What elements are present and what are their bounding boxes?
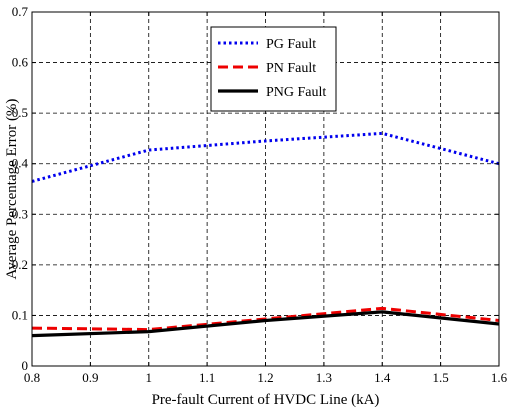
x-tick-label: 1.2 bbox=[257, 370, 273, 385]
legend-label: PN Fault bbox=[266, 61, 316, 76]
series-line-png-fault bbox=[31, 310, 500, 338]
y-tick-label: 0.6 bbox=[12, 55, 29, 70]
y-axis-label: Average Percentage Error (%) bbox=[4, 99, 20, 280]
series-line-pg-fault bbox=[31, 131, 500, 183]
legend-box bbox=[210, 26, 337, 112]
legend-label: PG Fault bbox=[266, 37, 316, 52]
x-tick-label: 0.8 bbox=[24, 370, 40, 385]
x-tick-label: 1.6 bbox=[491, 370, 508, 385]
axis-ticks: 0.8 0.9 1 1.1 1.2 1.3 1.4 1.5 1.6 0 0.1 0.2 0.3 0.4 0.… bbox=[12, 4, 508, 385]
x-tick-label: 0.9 bbox=[82, 370, 98, 385]
x-tick-label: 1.3 bbox=[316, 370, 332, 385]
y-tick-label: 0.4 bbox=[12, 156, 29, 171]
x-tick-label: 1.4 bbox=[374, 370, 391, 385]
y-tick-label: 0.1 bbox=[12, 307, 28, 322]
y-tick-label: 0.5 bbox=[12, 105, 28, 120]
x-tick-label: 1.1 bbox=[199, 370, 215, 385]
legend: PG Fault PN Fault PNG Fault bbox=[210, 26, 337, 112]
y-tick-label: 0 bbox=[22, 358, 29, 373]
y-tick-label: 0.7 bbox=[12, 4, 29, 19]
x-tick-label: 1 bbox=[146, 370, 153, 385]
series-layer bbox=[31, 131, 500, 338]
y-tick-label: 0.2 bbox=[12, 257, 28, 272]
y-tick-label: 0.3 bbox=[12, 206, 28, 221]
legend-label: PNG Fault bbox=[266, 85, 326, 100]
x-tick-label: 1.5 bbox=[433, 370, 449, 385]
x-axis-label: Pre-fault Current of HVDC Line (kA) bbox=[152, 392, 380, 408]
